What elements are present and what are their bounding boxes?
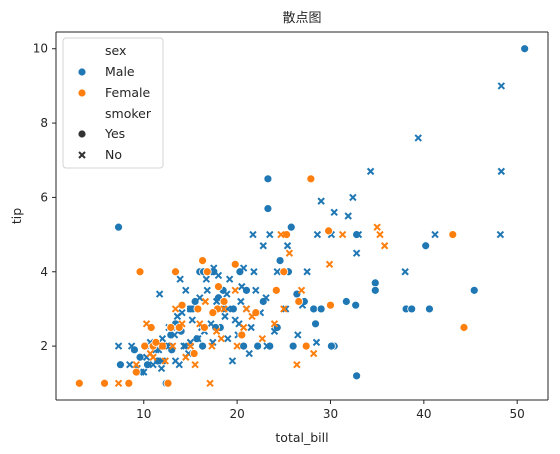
point-female-yes [178, 301, 186, 309]
point-male-yes [371, 286, 379, 294]
point-male-yes [521, 45, 529, 53]
point-female-yes [199, 257, 207, 265]
point-male-yes [408, 305, 416, 313]
y-tick-label: 6 [40, 190, 48, 204]
legend-label-female: Female [105, 85, 151, 100]
point-male-yes [264, 205, 272, 213]
point-male-yes [115, 223, 123, 231]
legend-marker-female [78, 89, 86, 97]
y-tick-label: 10 [33, 42, 48, 56]
point-female-yes [326, 301, 334, 309]
point-male-yes [327, 342, 335, 350]
point-female-yes [302, 342, 310, 350]
point-female-yes [75, 379, 83, 387]
point-female-yes [101, 379, 109, 387]
y-tick-label: 2 [40, 339, 48, 353]
point-male-yes [425, 305, 433, 313]
point-male-yes [422, 242, 430, 250]
legend-label-no: No [105, 147, 122, 162]
legend-label-yes: Yes [104, 126, 125, 141]
legend-style-title: smoker [105, 106, 152, 121]
point-female-yes [238, 331, 246, 339]
point-female-yes [164, 379, 172, 387]
point-female-yes [295, 297, 303, 305]
point-male-yes [199, 342, 207, 350]
point-female-yes [449, 231, 457, 239]
point-male-yes [371, 279, 379, 287]
point-male-yes [276, 257, 284, 265]
point-male-yes [254, 342, 262, 350]
point-female-yes [231, 260, 239, 268]
x-tick-label: 10 [136, 407, 151, 421]
point-female-yes [220, 297, 228, 305]
legend-marker-male [78, 68, 86, 76]
point-female-yes [307, 175, 315, 183]
chart-title: 散点图 [282, 11, 321, 26]
point-female-yes [209, 309, 217, 317]
point-male-yes [353, 372, 361, 380]
point-female-yes [167, 324, 175, 332]
point-female-yes [125, 379, 133, 387]
x-tick-label: 30 [323, 407, 338, 421]
x-tick-label: 40 [416, 407, 431, 421]
y-tick-label: 4 [40, 265, 48, 279]
point-male-yes [136, 353, 144, 361]
point-female-yes [214, 283, 222, 291]
point-male-yes [310, 305, 318, 313]
point-male-yes [116, 361, 124, 369]
point-female-yes [460, 324, 468, 332]
point-female-yes [280, 268, 288, 276]
point-male-yes [352, 301, 360, 309]
point-male-yes [240, 342, 248, 350]
point-male-yes [287, 223, 295, 231]
legend: sex Male Female smoker Yes No [63, 38, 163, 168]
y-axis-label: tip [9, 208, 24, 224]
x-axis-label: total_bill [275, 430, 328, 445]
point-female-yes [194, 305, 202, 313]
point-male-yes [289, 342, 297, 350]
point-male-yes [470, 286, 478, 294]
y-tick-label: 8 [40, 116, 48, 130]
legend-hue-title: sex [105, 43, 126, 58]
point-male-yes [264, 175, 272, 183]
point-female-yes [190, 350, 198, 358]
point-female-yes [141, 342, 149, 350]
point-female-yes [325, 227, 333, 235]
point-female-yes [203, 268, 211, 276]
point-female-yes [152, 338, 160, 346]
point-male-yes [342, 297, 350, 305]
x-tick-label: 20 [229, 407, 244, 421]
point-female-yes [272, 286, 280, 294]
x-tick-label: 50 [510, 407, 525, 421]
point-female-yes [171, 268, 179, 276]
legend-marker-yes [78, 130, 86, 138]
legend-label-male: Male [105, 64, 135, 79]
point-female-yes [132, 368, 140, 376]
point-male-yes [312, 320, 320, 328]
point-male-yes [317, 305, 325, 313]
point-female-yes [136, 268, 144, 276]
